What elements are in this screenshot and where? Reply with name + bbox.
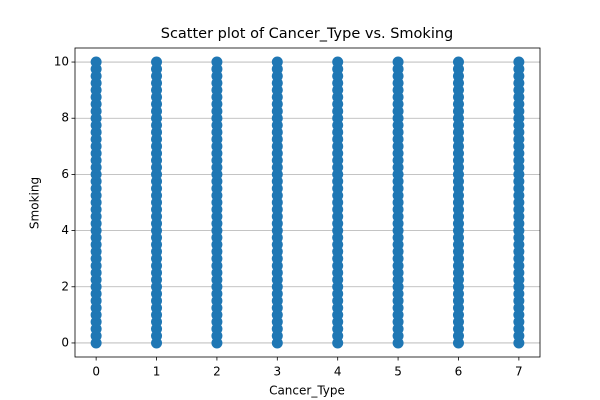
point [211, 56, 223, 68]
x-tick-label: 7 [515, 365, 523, 379]
x-tick-label: 3 [273, 365, 281, 379]
point [90, 56, 102, 68]
x-tick-label: 4 [334, 365, 342, 379]
x-tick-label: 2 [213, 365, 221, 379]
y-axis-label: Smoking [28, 177, 42, 229]
x-tick-label: 5 [394, 365, 402, 379]
y-tick-label: 10 [54, 55, 69, 69]
point [332, 56, 344, 68]
point [271, 56, 283, 68]
chart-title: Scatter plot of Cancer_Type vs. Smoking [161, 26, 454, 42]
x-tick-label: 1 [153, 365, 161, 379]
x-axis-label: Cancer_Type [269, 384, 345, 398]
x-tick-label: 0 [92, 365, 100, 379]
y-tick-label: 0 [61, 335, 69, 349]
y-tick-label: 8 [61, 111, 69, 125]
plot-frame [74, 47, 541, 358]
y-tick-label: 4 [61, 223, 69, 237]
point [513, 56, 525, 68]
x-tick-label: 6 [455, 365, 463, 379]
y-tick-label: 6 [61, 167, 69, 181]
y-tick-label: 2 [61, 279, 69, 293]
point [151, 56, 163, 68]
point [452, 56, 464, 68]
point [392, 56, 404, 68]
